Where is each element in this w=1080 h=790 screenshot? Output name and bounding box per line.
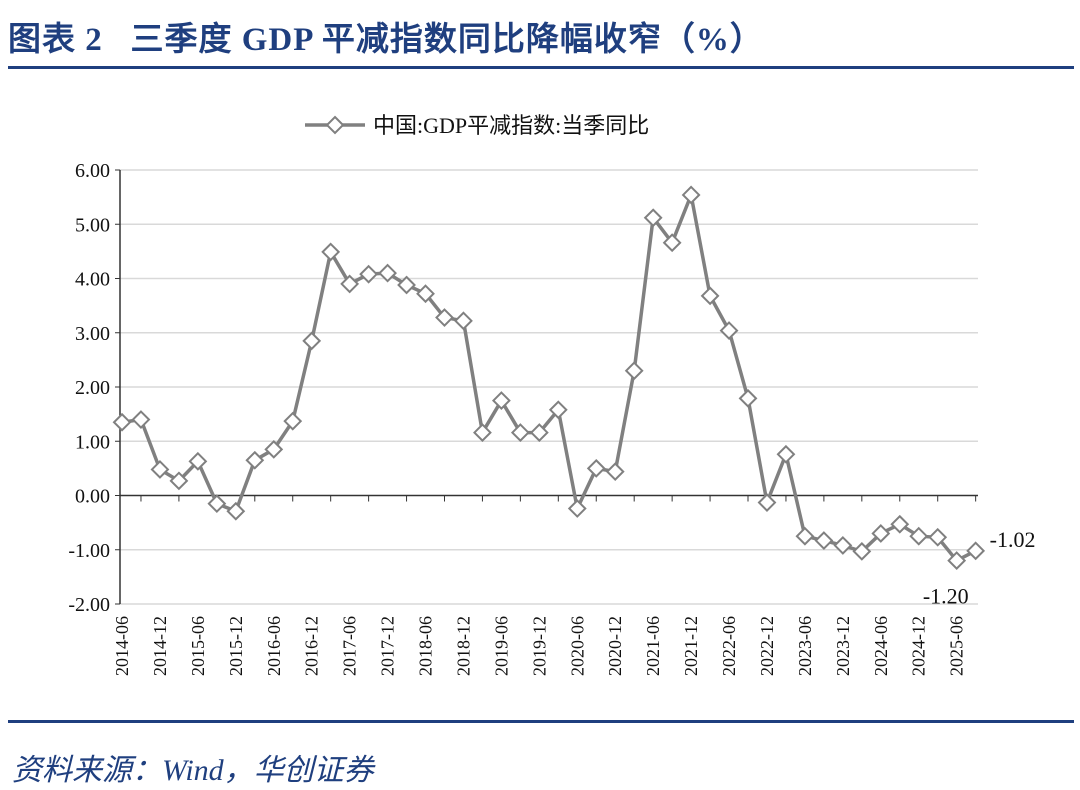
data-point xyxy=(245,450,265,470)
series-line xyxy=(121,188,977,563)
data-point xyxy=(814,531,834,550)
data-point xyxy=(359,264,379,284)
x-tick-label: 2014-12 xyxy=(150,616,170,676)
data-point xyxy=(757,493,777,512)
y-tick-label: 6.00 xyxy=(75,160,110,182)
footer-divider xyxy=(8,720,1074,723)
data-point xyxy=(700,286,720,306)
data-point xyxy=(529,423,549,442)
x-tick-label: 2019-06 xyxy=(491,616,511,676)
x-tick-label: 2016-06 xyxy=(264,616,284,676)
x-tick-label: 2015-06 xyxy=(188,616,208,676)
data-point xyxy=(586,458,606,478)
y-tick-label: 3.00 xyxy=(75,323,110,345)
data-point xyxy=(662,233,682,253)
x-tick-label: 2020-06 xyxy=(567,616,587,676)
data-point xyxy=(321,242,341,262)
data-point xyxy=(833,535,853,555)
data-point xyxy=(226,501,246,521)
x-tick-label: 2022-06 xyxy=(719,616,739,676)
data-point xyxy=(643,208,663,228)
source-note: 资料来源：Wind，华创证券 xyxy=(12,754,374,787)
data-point xyxy=(719,321,739,340)
data-point xyxy=(795,526,815,546)
figure-title: 图表 2 三季度 GDP 平减指数同比降幅收窄（%） xyxy=(8,22,764,58)
data-label: -1.20 xyxy=(923,584,969,609)
data-point xyxy=(378,263,397,283)
data-point xyxy=(150,460,170,479)
data-point xyxy=(605,462,625,482)
data-point xyxy=(890,514,910,534)
data-point xyxy=(473,423,492,442)
data-point xyxy=(548,400,568,420)
data-point xyxy=(131,410,151,429)
y-tick-label: 5.00 xyxy=(75,214,110,236)
title-divider xyxy=(8,66,1074,69)
x-tick-label: 2024-12 xyxy=(909,616,929,676)
data-point xyxy=(624,361,644,381)
x-tick-label: 2018-12 xyxy=(453,616,473,676)
x-tick-label: 2020-12 xyxy=(605,616,625,676)
data-point xyxy=(681,185,701,205)
data-point xyxy=(340,274,360,294)
data-point xyxy=(947,551,967,571)
legend-marker-icon xyxy=(325,115,345,135)
x-tick-label: 2017-12 xyxy=(378,616,398,676)
data-point xyxy=(491,391,511,410)
x-tick-label: 2019-12 xyxy=(529,616,549,676)
data-point xyxy=(397,275,416,295)
data-point xyxy=(264,439,284,459)
data-point xyxy=(852,541,872,561)
data-point xyxy=(510,423,530,442)
data-point xyxy=(928,527,948,547)
data-point xyxy=(738,388,758,408)
data-point xyxy=(207,494,227,514)
data-point xyxy=(776,444,796,464)
x-tick-label: 2015-12 xyxy=(226,616,246,676)
x-tick-label: 2025-06 xyxy=(947,616,967,676)
x-tick-label: 2014-06 xyxy=(112,616,132,676)
data-point xyxy=(909,526,929,546)
x-tick-label: 2023-12 xyxy=(833,616,853,676)
data-point xyxy=(169,471,189,491)
data-point xyxy=(302,331,322,351)
x-tick-label: 2018-06 xyxy=(416,616,436,676)
x-tick-label: 2021-06 xyxy=(643,616,663,676)
x-tick-label: 2016-12 xyxy=(302,616,322,676)
data-point xyxy=(188,451,208,471)
data-point xyxy=(871,524,891,543)
x-tick-label: 2021-12 xyxy=(681,616,701,676)
x-tick-label: 2022-12 xyxy=(757,616,777,676)
y-tick-label: 4.00 xyxy=(75,269,110,291)
y-tick-label: 2.00 xyxy=(75,377,110,399)
y-tick-label: 1.00 xyxy=(75,431,110,453)
y-tick-label: -1.00 xyxy=(68,540,110,562)
data-point xyxy=(966,541,986,561)
data-point xyxy=(454,311,473,331)
y-tick-label: 0.00 xyxy=(75,486,110,508)
legend-label: 中国:GDP平减指数:当季同比 xyxy=(373,113,649,138)
data-label: -1.02 xyxy=(990,527,1036,552)
data-point xyxy=(567,499,587,518)
y-tick-label: -2.00 xyxy=(68,594,110,616)
x-tick-label: 2024-06 xyxy=(871,616,891,676)
data-point xyxy=(283,411,303,431)
x-tick-label: 2023-06 xyxy=(795,616,815,676)
data-point xyxy=(112,412,132,432)
x-tick-label: 2017-06 xyxy=(340,616,360,676)
data-point xyxy=(416,284,435,304)
data-point xyxy=(435,308,454,327)
